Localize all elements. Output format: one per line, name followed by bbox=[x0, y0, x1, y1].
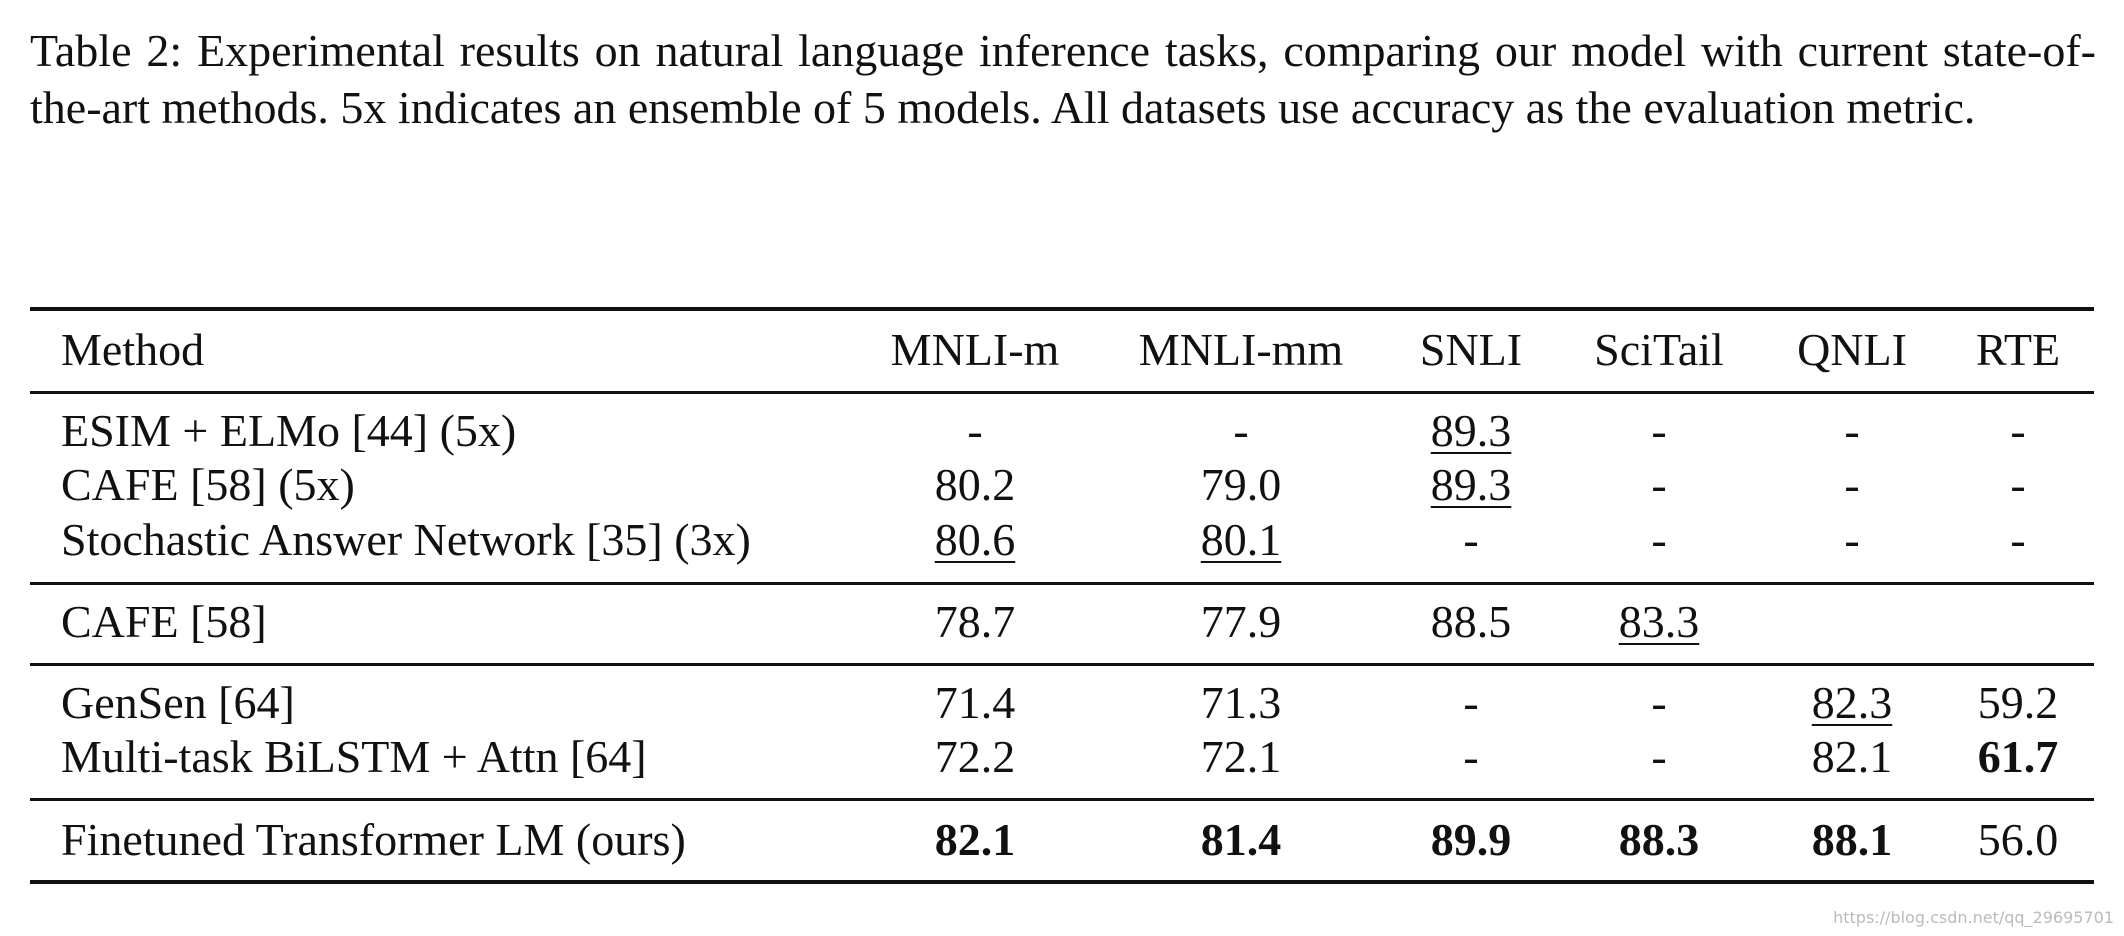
value-cell: 71.4 bbox=[934, 677, 1016, 728]
value-cell: - bbox=[2010, 514, 2026, 565]
method-cell: ESIM + ELMo [44] (5x) bbox=[61, 405, 517, 456]
method-cell: CAFE [58] bbox=[61, 596, 267, 647]
value-cell: 61.7 bbox=[1977, 731, 2059, 782]
header-cell: MNLI-m bbox=[890, 324, 1060, 375]
value-cell: 83.3 bbox=[1618, 596, 1700, 647]
value-cell: - bbox=[2010, 459, 2026, 510]
value-cell: 82.3 bbox=[1811, 677, 1893, 728]
value-cell: 80.1 bbox=[1200, 514, 1282, 565]
value-cell: - bbox=[1651, 731, 1667, 782]
value-cell: 88.5 bbox=[1430, 596, 1512, 647]
value-cell: 82.1 bbox=[934, 814, 1016, 865]
table-rule bbox=[30, 798, 2094, 801]
header-cell: Method bbox=[61, 324, 205, 375]
value-cell: 59.2 bbox=[1977, 677, 2059, 728]
value-cell: 88.3 bbox=[1618, 814, 1700, 865]
value-cell: - bbox=[1651, 405, 1667, 456]
caption: Table 2: Experimental results on natural… bbox=[30, 25, 2096, 133]
value-cell: - bbox=[1233, 405, 1249, 456]
method-cell: Multi-task BiLSTM + Attn [64] bbox=[61, 731, 647, 782]
method-cell: Finetuned Transformer LM (ours) bbox=[61, 814, 686, 865]
method-cell: Stochastic Answer Network [35] (3x) bbox=[61, 514, 751, 565]
header-cell: QNLI bbox=[1797, 324, 1907, 375]
value-cell: 81.4 bbox=[1200, 814, 1282, 865]
table-rule bbox=[30, 663, 2094, 666]
value-cell: - bbox=[1844, 459, 1860, 510]
value-cell: 80.2 bbox=[934, 459, 1016, 510]
value-cell: - bbox=[1651, 459, 1667, 510]
value-cell: - bbox=[1844, 405, 1860, 456]
value-cell: - bbox=[1463, 677, 1479, 728]
header-cell: SciTail bbox=[1594, 324, 1724, 375]
value-cell: - bbox=[967, 405, 983, 456]
value-cell: 89.3 bbox=[1430, 459, 1512, 510]
value-cell: 89.3 bbox=[1430, 405, 1512, 456]
value-cell: 80.6 bbox=[934, 514, 1016, 565]
header-cell: RTE bbox=[1975, 324, 2061, 375]
value-cell: - bbox=[1651, 677, 1667, 728]
value-cell: 89.9 bbox=[1430, 814, 1512, 865]
value-cell: 56.0 bbox=[1977, 814, 2059, 865]
table-rule bbox=[30, 582, 2094, 585]
value-cell: 71.3 bbox=[1200, 677, 1282, 728]
value-cell: 72.2 bbox=[934, 731, 1016, 782]
value-cell: 82.1 bbox=[1811, 731, 1893, 782]
method-cell: CAFE [58] (5x) bbox=[61, 459, 355, 510]
value-cell: - bbox=[1844, 514, 1860, 565]
value-cell: 88.1 bbox=[1811, 814, 1893, 865]
value-cell: 72.1 bbox=[1200, 731, 1282, 782]
value-cell: 77.9 bbox=[1200, 596, 1282, 647]
table-rule bbox=[30, 880, 2094, 884]
watermark: https://blog.csdn.net/qq_29695701 bbox=[1833, 908, 2114, 927]
header-cell: SNLI bbox=[1419, 324, 1523, 375]
value-cell: - bbox=[1463, 514, 1479, 565]
value-cell: - bbox=[1463, 731, 1479, 782]
value-cell: - bbox=[1651, 514, 1667, 565]
value-cell: - bbox=[2010, 405, 2026, 456]
method-cell: GenSen [64] bbox=[61, 677, 295, 728]
header-cell: MNLI-mm bbox=[1138, 324, 1344, 375]
value-cell: 79.0 bbox=[1200, 459, 1282, 510]
table-rule bbox=[30, 391, 2094, 394]
value-cell: 78.7 bbox=[934, 596, 1016, 647]
table-rule bbox=[30, 307, 2094, 311]
